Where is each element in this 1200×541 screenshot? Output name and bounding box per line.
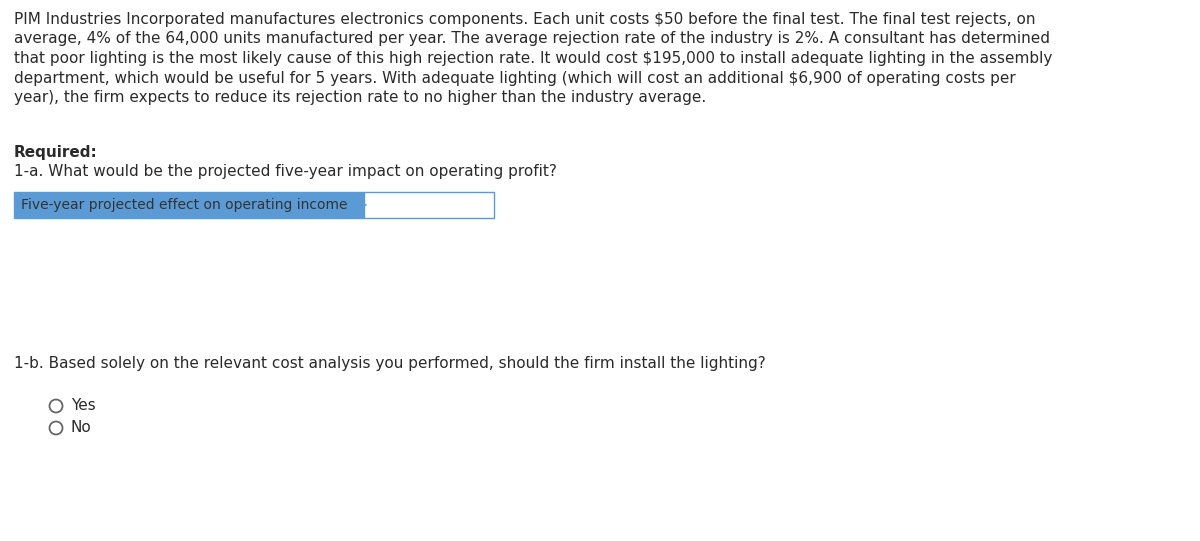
Text: average, 4% of the 64,000 units manufactured per year. The average rejection rat: average, 4% of the 64,000 units manufact… [14,31,1050,47]
Text: 1-b. Based solely on the relevant cost analysis you performed, should the firm i: 1-b. Based solely on the relevant cost a… [14,356,766,371]
Text: Five-year projected effect on operating income: Five-year projected effect on operating … [22,198,348,212]
Text: PIM Industries Incorporated manufactures electronics components. Each unit costs: PIM Industries Incorporated manufactures… [14,12,1036,27]
FancyBboxPatch shape [364,192,494,218]
Text: Yes: Yes [71,399,96,413]
Text: 1-a. What would be the projected five-year impact on operating profit?: 1-a. What would be the projected five-ye… [14,164,557,179]
Text: year), the firm expects to reduce its rejection rate to no higher than the indus: year), the firm expects to reduce its re… [14,90,707,105]
Text: department, which would be useful for 5 years. With adequate lighting (which wil: department, which would be useful for 5 … [14,70,1015,85]
Text: No: No [71,420,91,436]
Text: that poor lighting is the most likely cause of this high rejection rate. It woul: that poor lighting is the most likely ca… [14,51,1052,66]
Text: Required:: Required: [14,145,97,160]
Text: ▶: ▶ [361,201,367,209]
FancyBboxPatch shape [14,192,364,218]
